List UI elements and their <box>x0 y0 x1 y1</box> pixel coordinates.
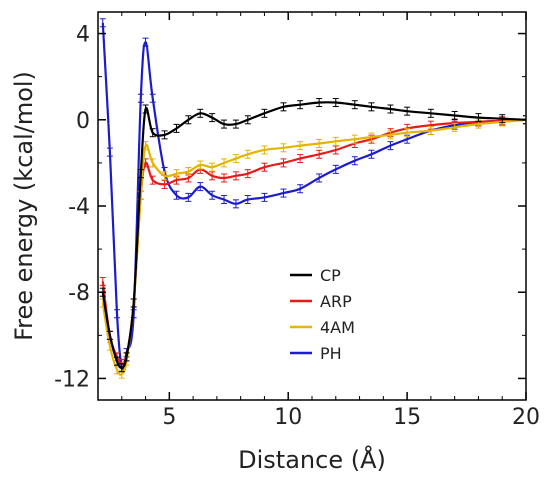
x-tick-label: 15 <box>393 405 421 430</box>
series-line-ph <box>101 22 526 371</box>
legend-label: CP <box>320 266 341 285</box>
legend-item-cp: CP <box>290 266 341 285</box>
y-axis-title: Free energy (kcal/mol) <box>10 71 38 341</box>
x-tick-label: 5 <box>162 405 176 430</box>
ticks-layer: 5 10 15 20 4 0 -4 -8 -12 <box>54 12 540 430</box>
series-arp <box>99 115 526 368</box>
legend-label: PH <box>320 344 342 363</box>
x-tick-label: 20 <box>512 405 540 430</box>
x-axis-title: Distance (Å) <box>238 445 386 474</box>
y-tick-label: -12 <box>54 367 90 392</box>
y-tick-label: -8 <box>68 281 90 306</box>
series-cp <box>99 98 526 373</box>
series-line-cp <box>101 101 526 369</box>
series-line-4am <box>101 118 526 376</box>
legend-item-ph: PH <box>290 344 342 363</box>
y-tick-label: 4 <box>76 23 90 48</box>
series-line-arp <box>101 118 526 366</box>
legend-label: 4AM <box>320 318 355 337</box>
plot-frame <box>97 11 527 401</box>
legend-item-arp: ARP <box>290 292 352 311</box>
x-tick-label: 10 <box>274 405 302 430</box>
series-ph <box>99 18 526 373</box>
legend-label: ARP <box>320 292 352 311</box>
legend-item-4am: 4AM <box>290 318 355 337</box>
legend: CP ARP 4AM PH <box>290 266 355 363</box>
y-tick-label: 0 <box>76 109 90 134</box>
series-layer <box>99 18 526 379</box>
y-tick-label: -4 <box>68 195 90 220</box>
